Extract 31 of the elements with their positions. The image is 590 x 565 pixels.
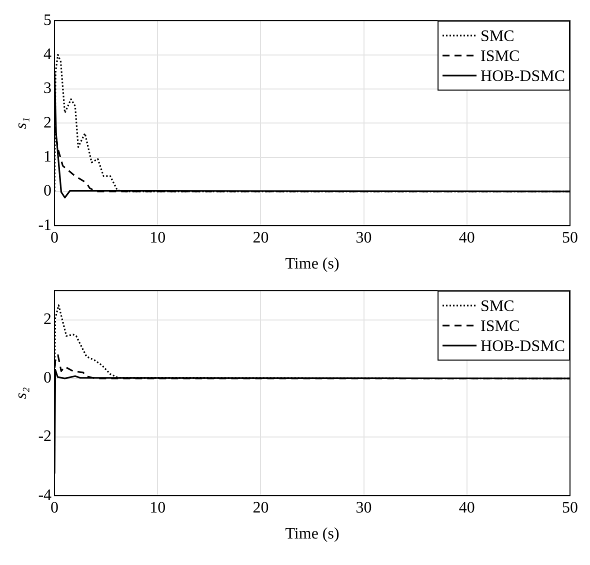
x-tick-label: 50 [562, 499, 578, 516]
legend-label: SMC [480, 28, 514, 45]
y-tick-label: 2 [44, 311, 52, 328]
y-axis-title: s₁ [12, 117, 30, 129]
y-tick-label: 3 [44, 80, 52, 98]
x-tick-label: 20 [252, 499, 269, 516]
legend-label: ISMC [480, 318, 520, 335]
y-tick-label: -1 [38, 216, 52, 234]
y-axis-title: s₂ [12, 386, 30, 399]
y-tick-label: -4 [38, 486, 52, 504]
y-tick-label: 0 [44, 370, 52, 387]
y-tick-label: 0 [44, 182, 52, 200]
x-tick-label: 50 [562, 229, 578, 246]
x-tick-label: 30 [356, 229, 372, 246]
x-tick-label: 20 [252, 229, 269, 246]
x-tick-label: 30 [356, 499, 372, 516]
y-tick-label: 4 [44, 46, 52, 63]
legend-label: SMC [480, 298, 514, 315]
y-tick-label: 5 [44, 12, 52, 29]
x-tick-label: 10 [150, 499, 166, 516]
y-tick-label: -2 [38, 428, 52, 446]
legend-label: HOB-DSMC [480, 338, 566, 355]
x-axis-title: Time (s) [285, 256, 340, 273]
x-tick-label: 10 [150, 229, 166, 246]
x-axis-title: Time (s) [285, 526, 340, 543]
y-tick-label: 1 [44, 148, 52, 166]
y-tick-label: 2 [44, 114, 52, 132]
x-tick-label: 40 [458, 499, 475, 516]
legend-label: ISMC [480, 48, 520, 65]
legend-label: HOB-DSMC [480, 68, 566, 85]
x-tick-label: 40 [458, 229, 475, 246]
